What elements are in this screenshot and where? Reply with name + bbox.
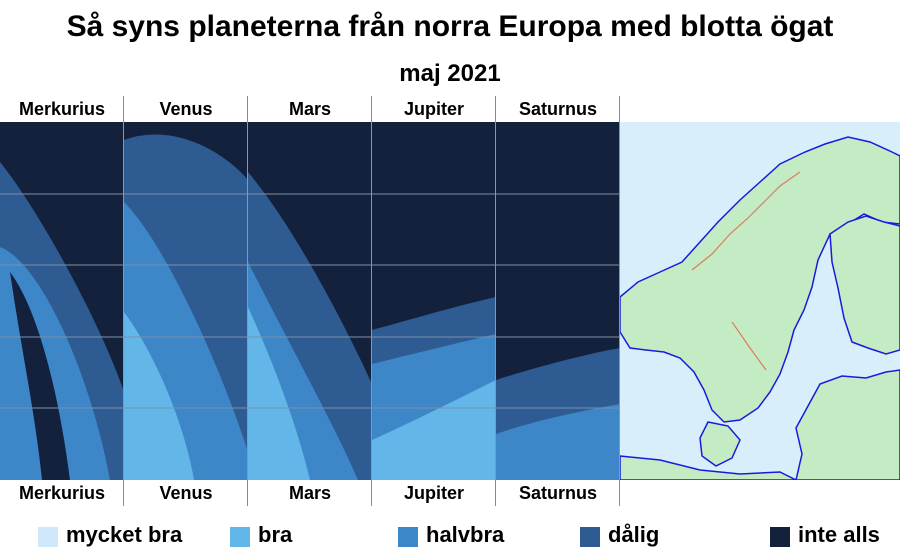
europe-map-graphic	[620, 136, 900, 480]
visibility-region	[10, 272, 70, 480]
legend-label: inte alls	[798, 522, 880, 547]
panel-merkurius	[0, 122, 124, 480]
panel-mars	[248, 122, 372, 480]
visibility-region	[496, 404, 620, 480]
planet-label-mars-top: Mars	[248, 96, 372, 122]
legend: mycket bra bra halvbra dålig inte alls	[0, 520, 900, 554]
visibility-heatmap	[0, 122, 620, 480]
country-border	[731, 321, 767, 371]
planet-label-merkurius-bottom: Merkurius	[0, 480, 124, 506]
planet-label-saturnus-top: Saturnus	[496, 96, 620, 122]
visibility-region	[124, 312, 194, 480]
planet-labels-top: Merkurius Venus Mars Jupiter Saturnus	[0, 96, 620, 122]
country-border	[691, 171, 801, 271]
chart-title: Så syns planeterna från norra Europa med…	[66, 10, 834, 43]
panel-saturnus	[496, 122, 620, 480]
baltic-land	[795, 369, 900, 480]
legend-swatch	[398, 527, 418, 547]
legend-label: mycket bra	[66, 522, 183, 547]
planet-label-jupiter-bottom: Jupiter	[372, 480, 496, 506]
planet-label-jupiter-top: Jupiter	[372, 96, 496, 122]
planet-label-mars-bottom: Mars	[248, 480, 372, 506]
continental-land	[620, 455, 797, 480]
legend-swatch	[230, 527, 250, 547]
planet-label-venus-top: Venus	[124, 96, 248, 122]
denmark-land	[699, 421, 741, 467]
legend-swatch	[38, 527, 58, 547]
planet-label-saturnus-bottom: Saturnus	[496, 480, 620, 506]
planet-label-merkurius-top: Merkurius	[0, 96, 124, 122]
legend-label: halvbra	[426, 522, 505, 547]
visibility-region	[248, 307, 310, 480]
panel-venus	[124, 122, 248, 480]
finland-land	[829, 215, 900, 355]
legend-label: bra	[258, 522, 293, 547]
chart-subtitle: maj 2021	[399, 60, 501, 87]
europe-map	[620, 122, 900, 480]
panel-jupiter	[372, 122, 496, 480]
planet-label-venus-bottom: Venus	[124, 480, 248, 506]
legend-label: dålig	[608, 522, 660, 547]
visibility-region	[372, 380, 496, 480]
legend-swatch	[580, 527, 600, 547]
planet-labels-bottom: Merkurius Venus Mars Jupiter Saturnus	[0, 480, 620, 506]
legend-swatch	[770, 527, 790, 547]
